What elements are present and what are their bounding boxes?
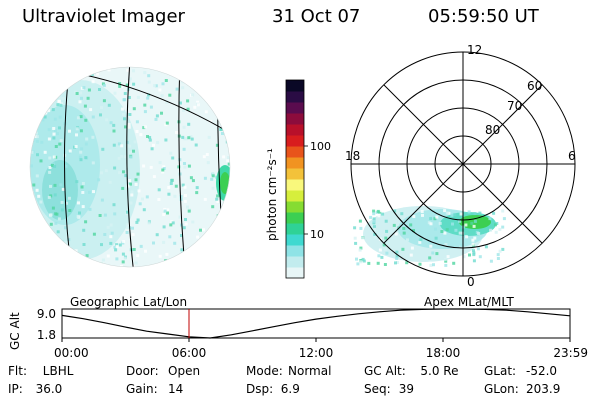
colorbar-segment [286,102,304,114]
y-axis-label: GC Alt [8,312,22,350]
mlt-18: 18 [345,149,360,163]
footer-field-value: 39 [398,382,415,396]
mlt-12: 12 [467,43,482,57]
colorbar-tick-100: 100 [310,140,331,153]
aurora-oval [353,206,506,267]
footer-field-value: LBHL [42,364,74,378]
date-label: 31 Oct 07 [272,6,361,27]
colorbar-segment [286,146,304,158]
altitude-series-line [61,308,571,339]
colorbar-segment [286,80,304,92]
footer-field-value: 5.0 Re [420,364,459,378]
colorbar: 100 10 photon cm⁻²s⁻¹ [265,79,331,279]
colorbar-unit-label: photon cm⁻²s⁻¹ [265,148,279,241]
instrument-title: Ultraviolet Imager [22,6,185,27]
colorbar-segment [286,135,304,147]
footer-field-label: GLon: [484,382,519,396]
x-tick-label: 00:00 [54,346,89,360]
polar-plot: 12 18 6 0 60 70 80 [345,43,576,289]
footer-field-label: GC Alt: [364,364,406,378]
footer-field-label: GLat: [484,364,517,378]
colorbar-segment [286,234,304,246]
apex-label: Apex MLat/MLT [424,295,514,309]
footer-field-label: Gain: [126,382,158,396]
colorbar-segment [286,168,304,180]
colorbar-segment [286,256,304,268]
colorbar-segment [286,223,304,235]
footer-field-label: Dsp: [246,382,274,396]
altitude-chart: GC Alt 9.0 1.8 00:00 06:00 12:00 18:00 23:59 [8,307,588,360]
footer-field-value: -52.0 [526,364,558,378]
mlt-6: 6 [568,149,576,163]
colorbar-segment [286,124,304,136]
mlt-0: 0 [467,275,475,289]
colorbar-segment [286,157,304,169]
colorbar-segment [286,245,304,257]
footer-field-label: IP: [8,382,23,396]
footer-field-label: Mode: [246,364,283,378]
colorbar-segment [286,267,304,279]
x-tick-label: 18:00 [426,346,461,360]
geographic-label: Geographic Lat/Lon [70,295,188,309]
footer-field-label: Flt: [8,364,27,378]
footer-field-label: Door: [126,364,159,378]
colorbar-segment [286,201,304,213]
colorbar-segment [286,113,304,125]
lat-60: 60 [527,79,542,93]
footer-field-value: 36.0 [35,382,63,396]
lat-80: 80 [485,123,500,137]
footer-field-value: 6.9 [280,382,300,396]
plot-frame [61,308,571,339]
colorbar-segment [286,212,304,224]
colorbar-segment [286,179,304,191]
footer-field-value: 14 [168,382,184,396]
footer-field-value: Open [168,364,201,378]
time-label: 05:59:50 UT [428,6,539,27]
x-tick-label: 06:00 [172,346,207,360]
footer-field-value: 203.9 [526,382,561,396]
y-tick-top: 9.0 [37,307,56,321]
colorbar-segment [286,190,304,202]
colorbar-tick-10: 10 [310,228,324,241]
y-tick-bottom: 1.8 [37,328,56,342]
lat-70: 70 [507,99,522,113]
geographic-image [29,66,231,268]
footer-field-label: Seq: [364,382,391,396]
x-tick-label: 12:00 [299,346,334,360]
x-tick-label: 23:59 [553,346,588,360]
footer-field-value: Normal [288,364,332,378]
colorbar-segment [286,91,304,103]
geographic-disk [30,67,230,267]
